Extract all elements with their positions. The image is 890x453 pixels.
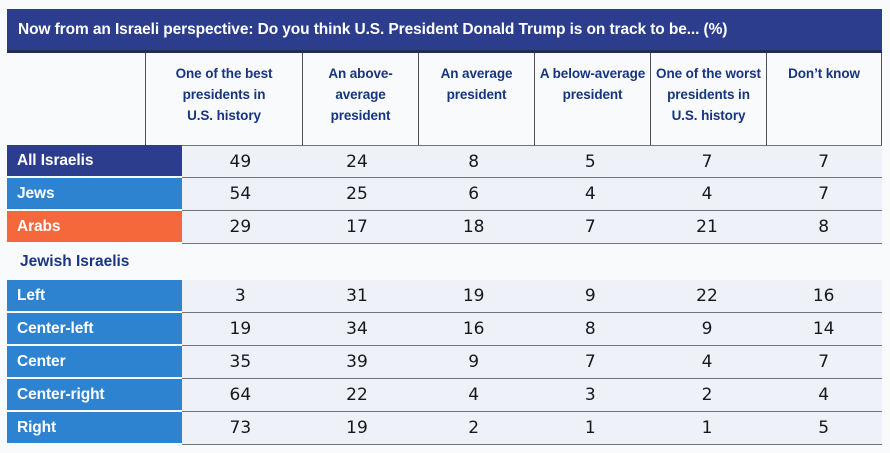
value-cell: 22 xyxy=(648,280,766,313)
value-cell: 3 xyxy=(531,379,649,412)
value-cell: 16 xyxy=(415,313,532,346)
value-cell: 1 xyxy=(648,412,766,445)
corner-cell xyxy=(7,53,145,145)
value-cell: 4 xyxy=(648,346,766,379)
value-cell: 19 xyxy=(182,313,299,346)
value-cell: 24 xyxy=(298,145,416,178)
value-cell: 29 xyxy=(182,211,299,244)
row-label: Center-right xyxy=(7,379,182,410)
value-cell: 21 xyxy=(648,211,766,244)
value-cell: 54 xyxy=(182,178,299,211)
value-cell: 19 xyxy=(415,280,532,313)
table-row: Jews 54 25 6 4 4 7 xyxy=(7,178,882,211)
value-cell: 73 xyxy=(182,412,299,445)
section-label-jewish-israelis: Jewish Israelis xyxy=(20,253,130,270)
value-cell: 64 xyxy=(182,379,299,412)
column-header: One of the best presidents in U.S. histo… xyxy=(145,53,302,145)
rows-jewish-israelis-group: Left 3 31 19 9 22 16 Center-left 19 34 16 8 9 14 Cente… xyxy=(7,280,882,445)
table-row: All Israelis 49 24 8 5 7 7 xyxy=(7,145,882,178)
column-header: An average president xyxy=(418,53,534,145)
value-cell: 2 xyxy=(648,379,766,412)
value-cell: 49 xyxy=(182,145,299,178)
value-cell: 7 xyxy=(531,211,649,244)
value-cell: 22 xyxy=(298,379,416,412)
value-cell: 9 xyxy=(531,280,649,313)
value-cell: 8 xyxy=(531,313,649,346)
value-cell: 5 xyxy=(765,412,882,445)
value-cell: 34 xyxy=(298,313,416,346)
value-cell: 39 xyxy=(298,346,416,379)
row-label: Center xyxy=(7,346,182,377)
value-cell: 19 xyxy=(298,412,416,445)
rows-all-israelis-group: All Israelis 49 24 8 5 7 7 Jews 54 25 6 4 4 7 Arabs 29 1… xyxy=(7,145,882,244)
row-label: Right xyxy=(7,412,182,443)
value-cell: 8 xyxy=(415,145,532,178)
value-cell: 9 xyxy=(415,346,532,379)
value-cell: 17 xyxy=(298,211,416,244)
value-cell: 4 xyxy=(648,178,766,211)
value-cell: 14 xyxy=(765,313,882,346)
value-cell: 25 xyxy=(298,178,416,211)
row-label: Arabs xyxy=(7,211,182,242)
value-cell: 7 xyxy=(648,145,766,178)
table-row: Arabs 29 17 18 7 21 8 xyxy=(7,211,882,244)
row-label: Center-left xyxy=(7,313,182,344)
value-cell: 35 xyxy=(182,346,299,379)
value-cell: 8 xyxy=(765,211,882,244)
value-cell: 18 xyxy=(415,211,532,244)
table-row: Right 73 19 2 1 1 5 xyxy=(7,412,882,445)
value-cell: 9 xyxy=(648,313,766,346)
table-row: Center-left 19 34 16 8 9 14 xyxy=(7,313,882,346)
value-cell: 7 xyxy=(765,145,882,178)
value-cell: 7 xyxy=(765,178,882,211)
value-cell: 16 xyxy=(765,280,882,313)
column-header: A below-average president xyxy=(534,53,650,145)
value-cell: 1 xyxy=(531,412,649,445)
table-row: Center-right 64 22 4 3 2 4 xyxy=(7,379,882,412)
value-cell: 7 xyxy=(531,346,649,379)
value-cell: 31 xyxy=(298,280,416,313)
value-cell: 7 xyxy=(765,346,882,379)
value-cell: 6 xyxy=(415,178,532,211)
row-label: Left xyxy=(7,280,182,311)
column-header: Don’t know xyxy=(766,53,882,145)
table-row: Left 3 31 19 9 22 16 xyxy=(7,280,882,313)
column-header: An above- average president xyxy=(302,53,418,145)
table-row: Center 35 39 9 7 4 7 xyxy=(7,346,882,379)
table-title: Now from an Israeli perspective: Do you … xyxy=(7,9,882,53)
value-cell: 2 xyxy=(415,412,532,445)
value-cell: 4 xyxy=(531,178,649,211)
value-cell: 4 xyxy=(765,379,882,412)
value-cell: 4 xyxy=(415,379,532,412)
column-header-row: One of the best presidents in U.S. histo… xyxy=(7,53,882,145)
row-label: All Israelis xyxy=(7,145,182,176)
row-label: Jews xyxy=(7,178,182,209)
value-cell: 3 xyxy=(182,280,299,313)
value-cell: 5 xyxy=(531,145,649,178)
table: Now from an Israeli perspective: Do you … xyxy=(7,9,882,445)
column-header: One of the worst presidents in U.S. hist… xyxy=(650,53,766,145)
